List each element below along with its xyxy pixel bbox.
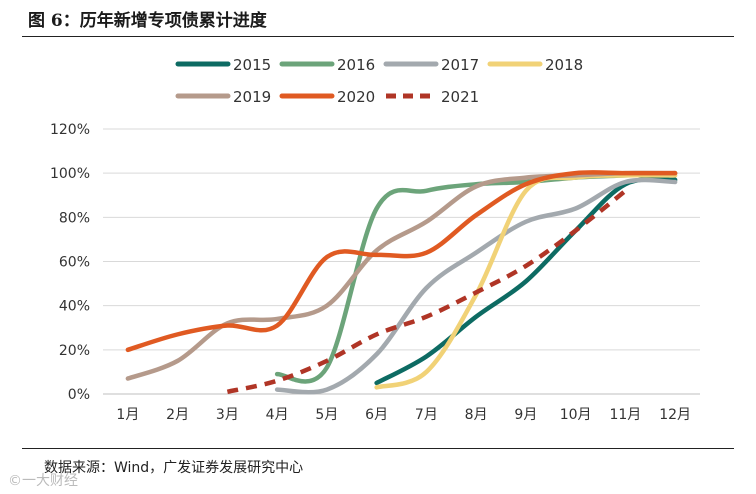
y-tick-label: 60% [59, 255, 90, 271]
x-tick-label: 5月 [315, 407, 338, 423]
legend-label-2015: 2015 [233, 56, 271, 74]
x-tick-label: 9月 [514, 407, 537, 423]
x-tick-label: 4月 [266, 407, 289, 423]
legend-label-2021: 2021 [441, 88, 479, 106]
legend-label-2018: 2018 [545, 56, 583, 74]
series-line-2017 [274, 177, 678, 395]
x-tick-label: 1月 [116, 407, 139, 423]
source-note: 数据来源：Wind，广发证券发展研究中心 [44, 460, 304, 476]
figure-title: 图 6：历年新增专项债累计进度 [28, 11, 267, 31]
y-tick-label: 20% [59, 343, 90, 359]
x-tick-label: 7月 [415, 407, 438, 423]
y-axis: 0% 20% 40% 60% 80% 100% 120% [50, 122, 90, 403]
x-tick-label: 12月 [659, 407, 691, 423]
legend-label-2019: 2019 [233, 88, 271, 106]
chart-grid [103, 128, 700, 395]
x-tick-label: 3月 [216, 407, 239, 423]
series-line-2015 [374, 176, 678, 386]
x-tick-label: 6月 [365, 407, 388, 423]
y-tick-label: 120% [50, 122, 90, 138]
y-tick-label: 80% [59, 210, 90, 226]
series-line-2019 [125, 170, 678, 381]
x-tick-label: 2月 [166, 407, 189, 423]
y-tick-label: 100% [50, 166, 90, 182]
chart-legend: 2015 2016 2017 2018 2019 2020 2021 [175, 56, 583, 106]
legend-label-2017: 2017 [441, 56, 479, 74]
x-tick-label: 11月 [609, 407, 641, 423]
legend-label-2020: 2020 [337, 88, 375, 106]
bottom-divider [22, 448, 734, 449]
x-tick-label: 10月 [560, 407, 592, 423]
y-tick-label: 40% [59, 299, 90, 315]
x-tick-label: 8月 [465, 407, 488, 423]
top-divider [22, 36, 734, 37]
series-line-2020 [125, 170, 678, 353]
y-tick-label: 0% [68, 387, 90, 403]
legend-label-2016: 2016 [337, 56, 375, 74]
watermark: ©一大财经 [8, 473, 78, 489]
series-line-2021 [226, 189, 627, 394]
x-axis: 1月 2月 3月 4月 5月 6月 7月 8月 9月 10月 11月 12月 [116, 407, 691, 423]
chart-series [125, 170, 678, 395]
